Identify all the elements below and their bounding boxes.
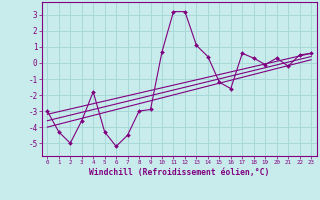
X-axis label: Windchill (Refroidissement éolien,°C): Windchill (Refroidissement éolien,°C)	[89, 168, 269, 177]
